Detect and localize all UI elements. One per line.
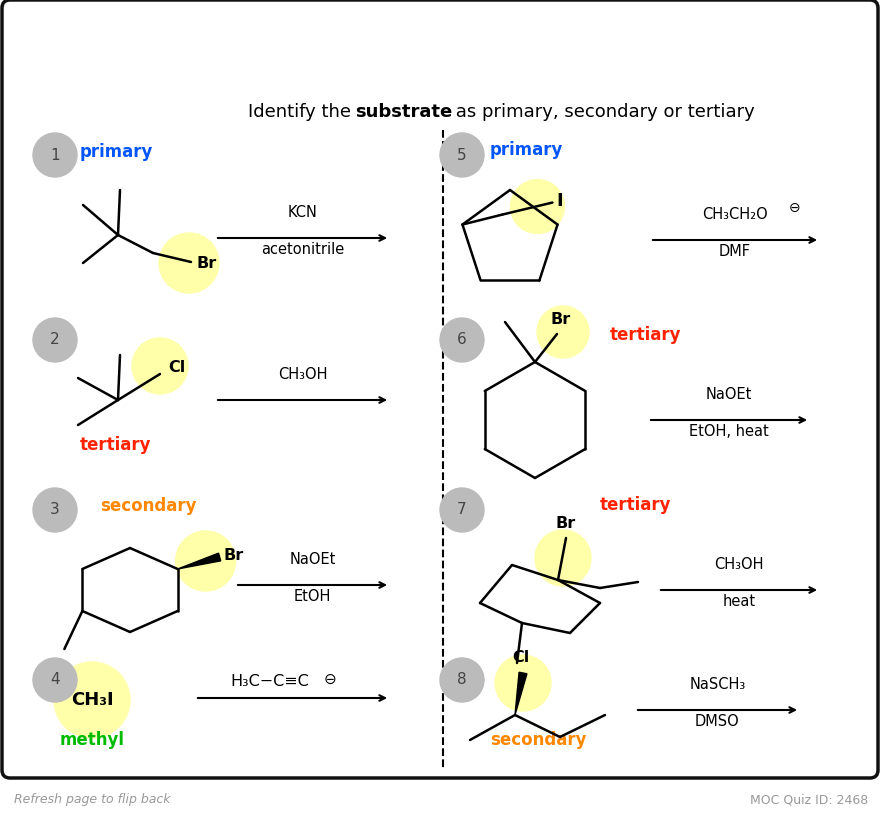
Text: acetonitrile: acetonitrile xyxy=(261,242,344,257)
Circle shape xyxy=(54,662,130,738)
Circle shape xyxy=(33,133,77,177)
Text: as primary, secondary or tertiary: as primary, secondary or tertiary xyxy=(450,103,755,121)
Text: Br: Br xyxy=(197,256,217,270)
Text: ⊖: ⊖ xyxy=(324,672,336,686)
Text: primary: primary xyxy=(490,141,564,159)
Text: primary: primary xyxy=(80,143,153,161)
Text: methyl: methyl xyxy=(60,731,125,749)
Text: Br: Br xyxy=(551,313,572,327)
Text: 1: 1 xyxy=(50,147,60,163)
Text: DMF: DMF xyxy=(719,244,751,259)
Text: substrate: substrate xyxy=(355,103,452,121)
Text: KCN: KCN xyxy=(288,205,318,220)
Circle shape xyxy=(159,233,219,293)
Text: EtOH, heat: EtOH, heat xyxy=(689,424,769,439)
Text: DMSO: DMSO xyxy=(695,714,740,729)
Text: MOC Quiz ID: 2468: MOC Quiz ID: 2468 xyxy=(750,794,868,807)
Text: I: I xyxy=(557,191,563,209)
Circle shape xyxy=(535,530,591,586)
Text: CH₃OH: CH₃OH xyxy=(714,557,764,572)
Polygon shape xyxy=(515,672,527,715)
Text: tertiary: tertiary xyxy=(600,496,671,514)
Circle shape xyxy=(511,180,564,234)
Text: 3: 3 xyxy=(50,502,60,518)
Circle shape xyxy=(440,658,484,702)
Circle shape xyxy=(33,318,77,362)
Text: heat: heat xyxy=(722,594,756,609)
Circle shape xyxy=(495,655,551,711)
Text: CH₃CH₂O: CH₃CH₂O xyxy=(702,207,768,222)
Text: 8: 8 xyxy=(457,672,467,688)
Text: 7: 7 xyxy=(457,502,467,518)
Text: Identify the: Identify the xyxy=(248,103,356,121)
Circle shape xyxy=(440,133,484,177)
Text: Cl: Cl xyxy=(168,361,185,375)
Text: Cl: Cl xyxy=(512,650,529,664)
Circle shape xyxy=(537,306,589,358)
Polygon shape xyxy=(177,554,220,569)
Text: 2: 2 xyxy=(50,332,60,348)
Text: tertiary: tertiary xyxy=(610,326,682,344)
Text: 4: 4 xyxy=(50,672,60,688)
Circle shape xyxy=(33,658,77,702)
Text: NaOEt: NaOEt xyxy=(289,552,336,567)
Text: ⊖: ⊖ xyxy=(789,201,801,215)
Text: CH₃I: CH₃I xyxy=(71,691,113,709)
Text: CH₃OH: CH₃OH xyxy=(278,367,327,382)
Circle shape xyxy=(440,488,484,532)
Text: EtOH: EtOH xyxy=(294,589,331,604)
FancyBboxPatch shape xyxy=(2,0,878,778)
Text: tertiary: tertiary xyxy=(80,436,152,454)
Circle shape xyxy=(33,488,77,532)
Text: secondary: secondary xyxy=(490,731,587,749)
Text: 5: 5 xyxy=(457,147,467,163)
Text: Br: Br xyxy=(224,548,244,562)
Circle shape xyxy=(440,318,484,362)
Circle shape xyxy=(132,338,188,394)
Text: Br: Br xyxy=(556,517,576,532)
Text: H₃C−C≡C: H₃C−C≡C xyxy=(230,675,310,689)
Text: Refresh page to flip back: Refresh page to flip back xyxy=(14,794,170,807)
Text: NaOEt: NaOEt xyxy=(706,387,752,402)
Text: secondary: secondary xyxy=(100,497,197,515)
Text: 6: 6 xyxy=(457,332,467,348)
Circle shape xyxy=(176,531,235,591)
Text: NaSCH₃: NaSCH₃ xyxy=(690,677,745,692)
